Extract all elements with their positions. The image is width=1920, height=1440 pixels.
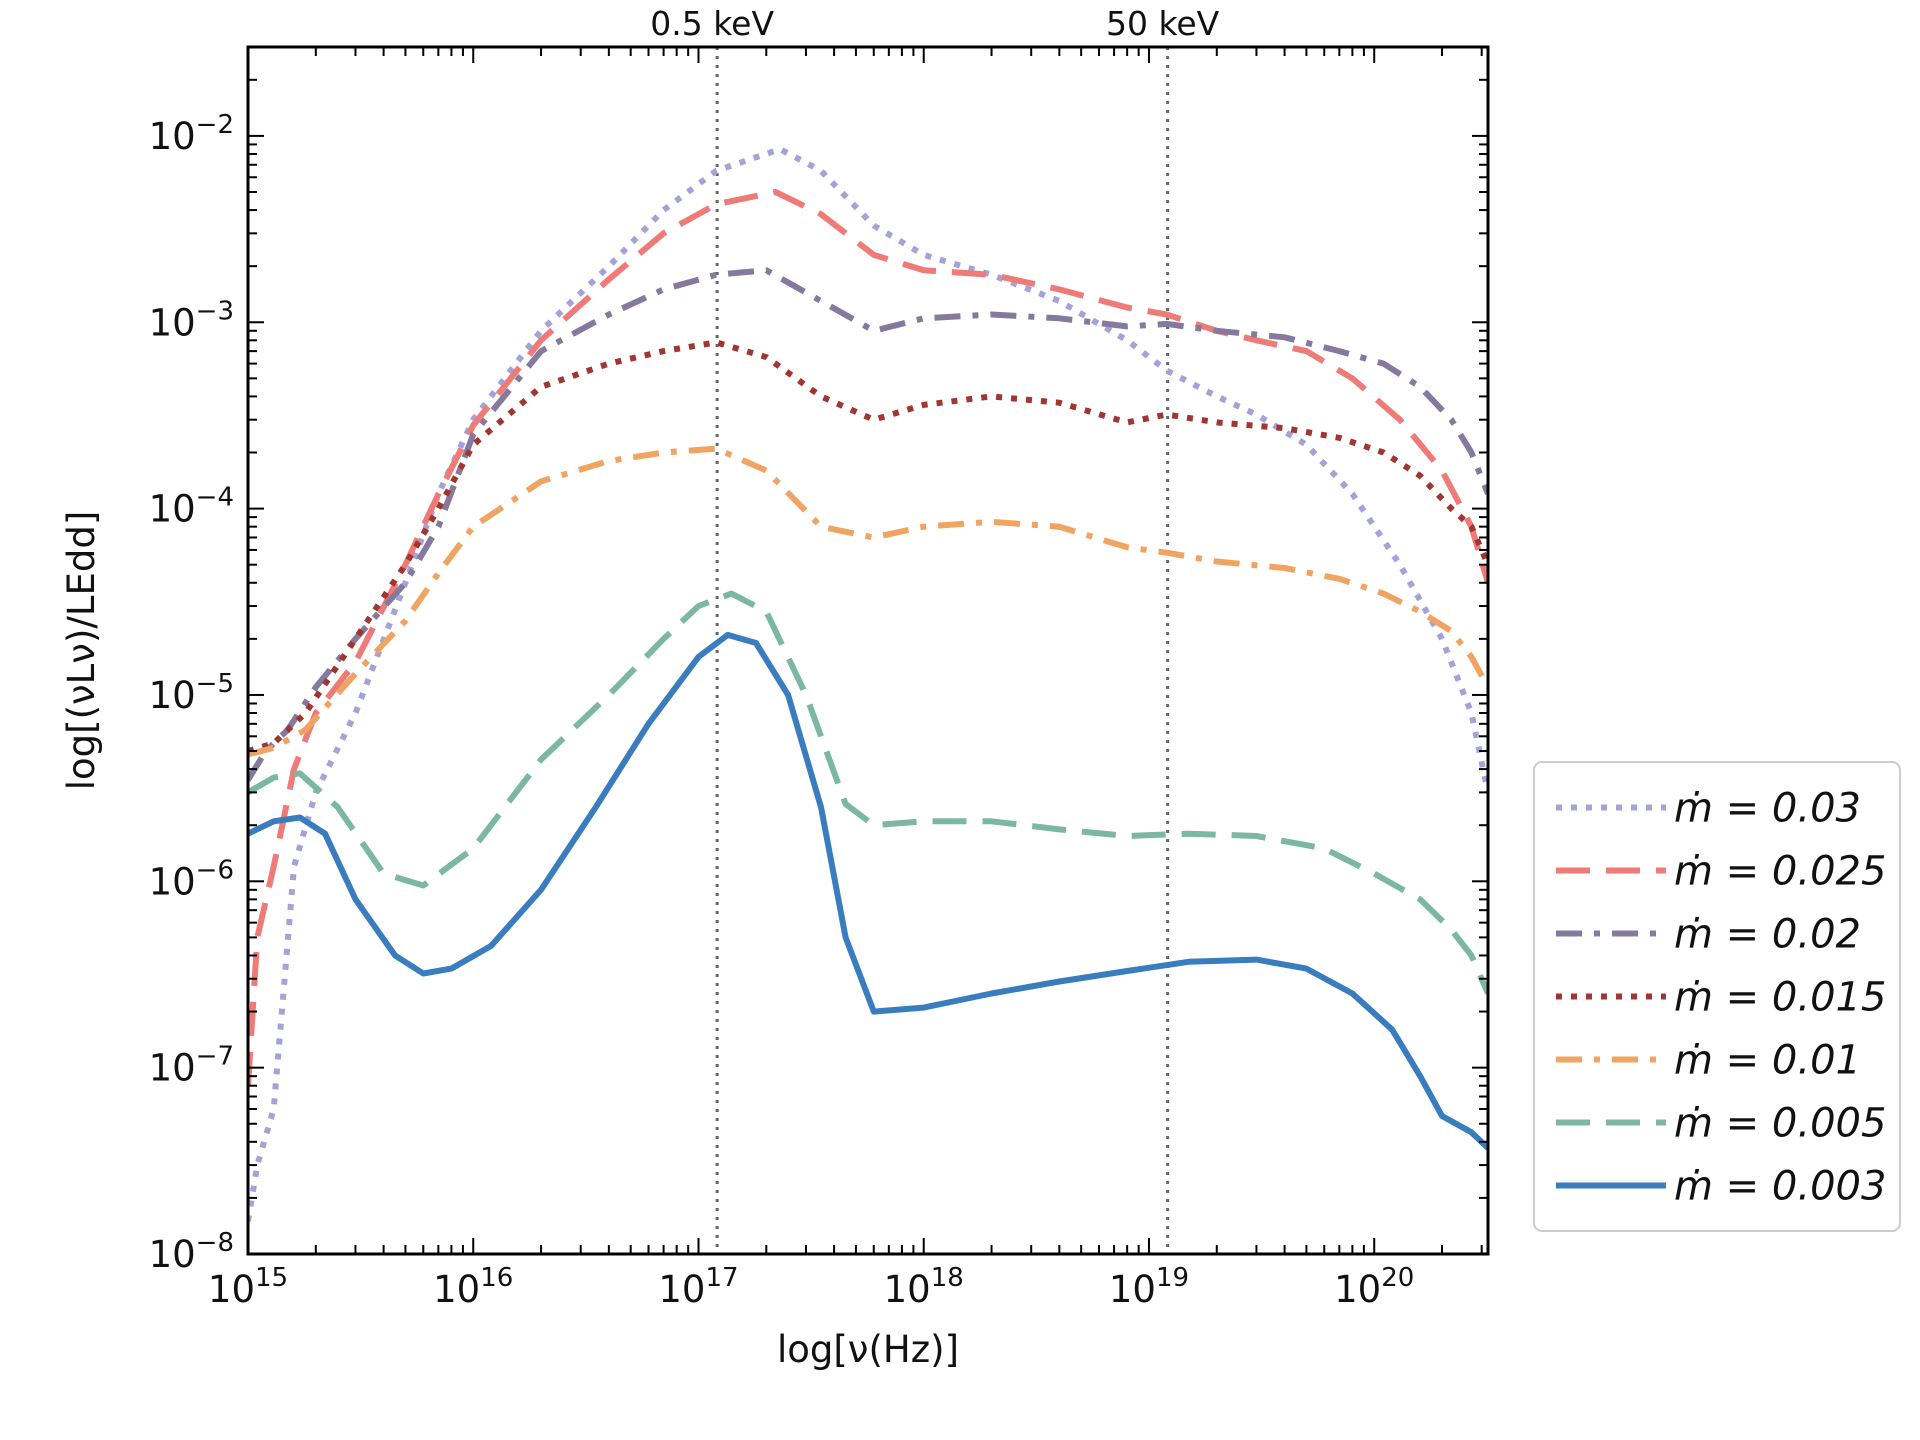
legend-label-5: ṁ = 0.005 [1674,1101,1886,1147]
legend-label-4: ṁ = 0.01 [1674,1038,1861,1084]
y-tick-label-0: 10−2 [149,110,234,158]
y-tick-label-3: 10−5 [149,669,234,717]
series-line-3 [248,339,1488,754]
reference-label-0: 0.5 keV [650,4,774,43]
legend-label-2: ṁ = 0.02 [1674,912,1861,958]
y-tick-label-5: 10−7 [149,1042,234,1090]
series-line-5 [248,590,1488,995]
x-tick-label-2: 1017 [658,1263,738,1311]
y-tick-label-4: 10−6 [149,855,234,903]
x-tick-label-4: 1019 [1109,1263,1189,1311]
x-tick-label-5: 1020 [1334,1263,1414,1311]
legend-label-3: ṁ = 0.015 [1674,975,1886,1021]
y-tick-labels: 10−210−310−410−510−610−710−8 [149,110,234,1276]
legend-label-0: ṁ = 0.03 [1674,786,1861,832]
reference-label-1: 50 keV [1106,4,1220,43]
y-axis-title: log[(νLν)/LEdd] [60,511,103,791]
x-axis-title: log[ν(Hz)] [777,1328,959,1371]
series-line-1 [248,189,1488,1086]
x-tick-label-3: 1018 [884,1263,964,1311]
legend: ṁ = 0.03 ṁ = 0.025 ṁ = 0.02 ṁ = 0.015 ṁ = 0.… [1533,761,1901,1232]
reference-line-labels: 0.5 keV 50 keV [650,4,1219,43]
y-tick-label-2: 10−4 [149,483,234,531]
series-layer [248,146,1488,1222]
legend-label-6: ṁ = 0.003 [1674,1164,1886,1210]
x-tick-label-1: 1016 [433,1263,513,1311]
x-tick-label-0: 1015 [208,1263,288,1311]
plot-frame [246,45,1490,1256]
series-line-6 [248,631,1488,1151]
legend-box [1533,761,1901,1232]
y-tick-label-1: 10−3 [149,296,234,344]
x-tick-labels: 1015 1016 1017 1018 1019 1020 [208,1263,1414,1311]
axis-ticks [247,46,1488,1255]
reference-lines [715,47,1170,1254]
series-line-4 [248,445,1488,758]
series-line-0 [248,146,1488,1222]
series-line-2 [248,267,1488,782]
legend-label-1: ṁ = 0.025 [1674,849,1886,895]
